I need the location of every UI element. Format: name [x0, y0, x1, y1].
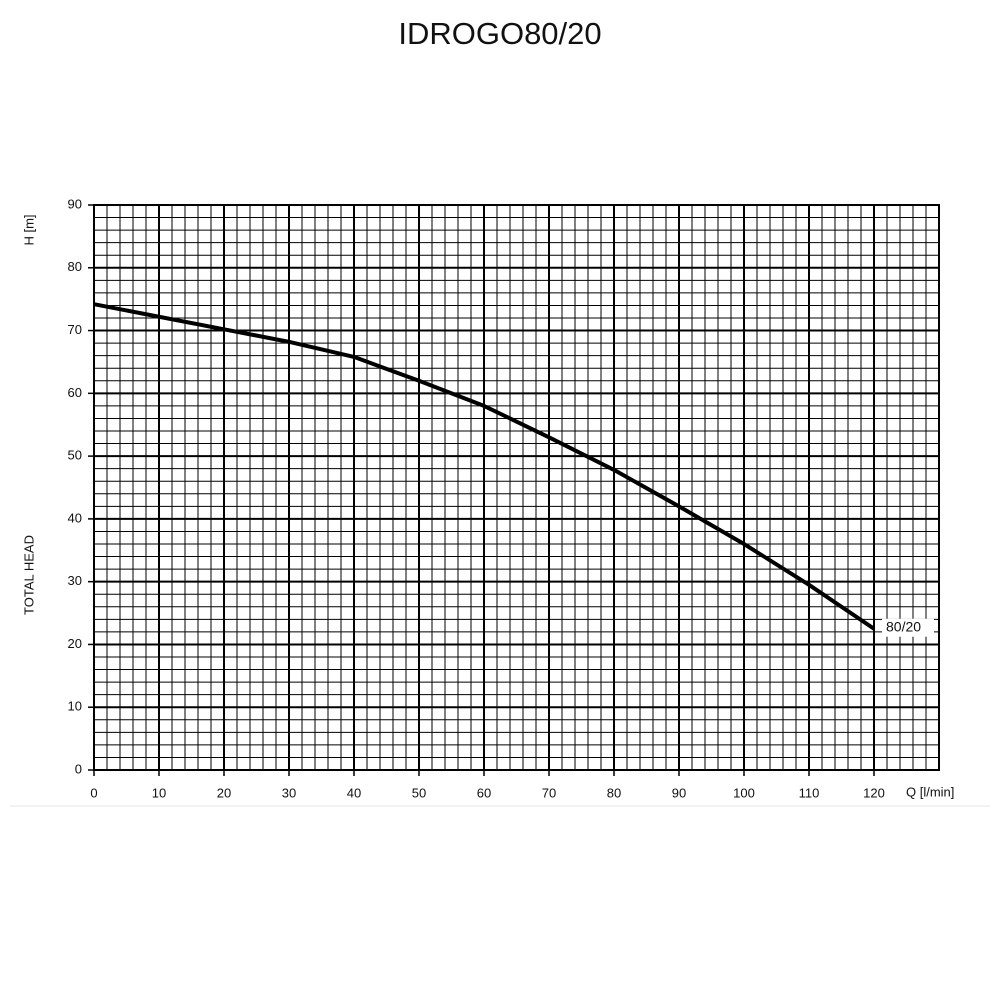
y-axis-unit-label: H [m] [21, 214, 36, 245]
y-tick-label: 10 [68, 699, 82, 714]
label-bg [882, 618, 934, 637]
chart-title: IDROGO80/20 [398, 16, 601, 51]
y-tick-label: 60 [68, 385, 82, 400]
y-tick-label: 70 [68, 322, 82, 337]
x-tick-label: 100 [733, 785, 755, 800]
x-tick-label: 10 [152, 785, 166, 800]
x-tick-label: 0 [90, 785, 97, 800]
curve [93, 302, 876, 631]
x-tick-label: 90 [672, 785, 686, 800]
plot-frame [93, 204, 940, 771]
y-tick-label: 80 [68, 259, 82, 274]
x-tick-label: 110 [799, 785, 820, 800]
y-tick-label: 20 [68, 636, 82, 651]
x-tick-label: 20 [217, 785, 231, 800]
x-tick-label: 80 [607, 785, 621, 800]
x-tick-label: 60 [477, 785, 491, 800]
y-tick-label: 0 [75, 761, 82, 776]
y-tick-label: 40 [68, 510, 82, 525]
y-tick-label: 30 [68, 573, 82, 588]
x-tick-label: 40 [347, 785, 361, 800]
x-axis-label: Q [l/min] [906, 784, 954, 799]
x-tick-label: 50 [412, 785, 426, 800]
series-label: 80/20 [886, 618, 921, 634]
x-tick-label: 30 [282, 785, 296, 800]
x-tick-label: 120 [863, 785, 885, 800]
y-axis-label: TOTAL HEAD [21, 535, 36, 615]
y-tick-label: 50 [68, 448, 82, 463]
x-tick-label: 70 [542, 785, 556, 800]
y-tick-label: 90 [68, 196, 82, 211]
